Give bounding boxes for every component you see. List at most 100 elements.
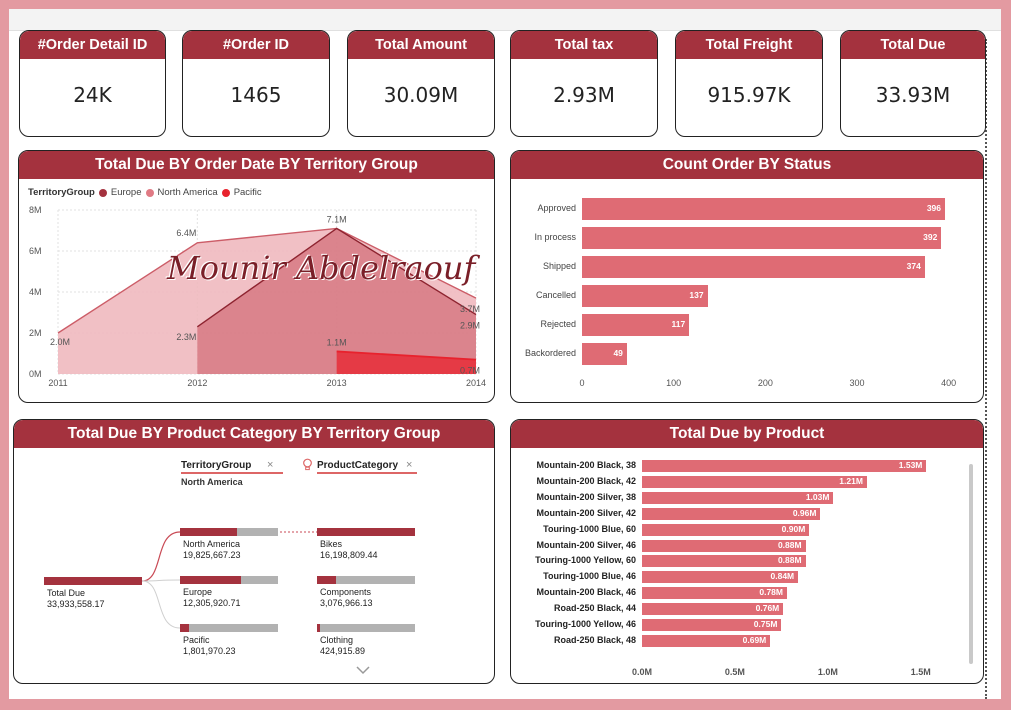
product-bar[interactable] <box>642 603 784 616</box>
territory-node-bar[interactable] <box>180 576 278 584</box>
status-value-label: 396 <box>926 203 941 213</box>
area-data-label: 6.4M <box>176 228 196 238</box>
kpi-card-total-tax[interactable]: Total tax 2.93M <box>510 30 658 137</box>
product-chart-plot[interactable]: Mountain-200 Black, 38 1.53M Mountain-200 … <box>511 448 983 682</box>
product-bar[interactable] <box>642 634 771 647</box>
area-chart-title: Total Due BY Order Date BY Territory Gro… <box>19 151 494 179</box>
product-category-label: Touring-1000 Blue, 60 <box>543 523 636 534</box>
line-series-europe <box>196 227 477 328</box>
area-chart-legend: TerritoryGroup Europe North America Paci… <box>28 187 262 198</box>
product-bar[interactable] <box>642 619 782 631</box>
product-chart-scrollbar[interactable] <box>969 464 973 664</box>
category-node-bar[interactable] <box>317 624 415 632</box>
status-chart-card[interactable]: Count Order BY Status Approved 396 In proc… <box>510 150 984 403</box>
product-x-tick-label: 0.0M <box>631 667 652 677</box>
status-value-label: 49 <box>613 348 623 358</box>
status-chart-title: Count Order BY Status <box>511 151 983 179</box>
product-bar[interactable] <box>642 460 927 472</box>
product-category-label: Touring-1000 Yellow, 60 <box>535 555 636 566</box>
product-category-label: Mountain-200 Black, 46 <box>536 587 636 598</box>
kpi-value: 30.09M <box>383 83 459 107</box>
product-category-label: Road-250 Black, 44 <box>553 603 636 614</box>
kpi-card-order-detail-id[interactable]: #Order Detail ID 24K <box>19 30 166 137</box>
kpi-card-order-id[interactable]: #Order ID 1465 <box>182 30 330 137</box>
area-chart-plot[interactable]: 8M 6M 4M 2M 0M 2011 2012 2013 2014 2.0M 6.4M 7.1M 3.… <box>19 179 493 401</box>
status-bar[interactable] <box>582 198 945 220</box>
kpi-card-total-due[interactable]: Total Due 33.93M <box>840 30 986 137</box>
level-header-product-category[interactable]: ProductCategory <box>317 460 417 474</box>
category-node-name: Components <box>320 587 372 597</box>
territory-node-name: Europe <box>183 587 213 597</box>
status-bar[interactable] <box>582 343 627 365</box>
product-x-tick-label: 1.0M <box>817 667 838 677</box>
kpi-card-total-freight[interactable]: Total Freight 915.97K <box>675 30 823 137</box>
product-value-label: 0.75M <box>753 619 778 629</box>
kpi-title: Total Due <box>841 31 985 59</box>
kpi-value: 33.93M <box>875 83 951 107</box>
product-value-label: 0.78M <box>759 587 783 598</box>
product-bar[interactable] <box>642 507 821 520</box>
level-header-territory-group[interactable]: TerritoryGroup <box>181 460 283 474</box>
status-category-label: Shipped <box>542 261 576 271</box>
product-x-tick-label: 0.5M <box>724 667 745 677</box>
remove-level-territory-button[interactable]: × <box>267 459 274 471</box>
category-node-value: 3,076,966.13 <box>320 598 373 608</box>
status-bar[interactable] <box>582 227 942 249</box>
status-chart-plot[interactable]: Approved 396 In process 392 Shipped 374 Cancel… <box>511 179 983 401</box>
report-canvas: #Order Detail ID 24K #Order ID 1465 Tota… <box>9 9 1001 699</box>
legend-item-north-america[interactable]: North America <box>157 187 218 198</box>
category-node-bar[interactable] <box>317 576 415 584</box>
product-x-tick-label: 1.5M <box>910 667 931 677</box>
y-tick-label: 8M <box>29 205 42 215</box>
x-tick-label: 2011 <box>48 378 67 388</box>
product-value-label: 0.76M <box>755 603 780 614</box>
legend-item-europe[interactable]: Europe <box>110 187 142 198</box>
product-category-label: Mountain-200 Silver, 42 <box>536 507 636 518</box>
legend-dot-europe <box>98 188 107 197</box>
territory-node-bar[interactable] <box>180 624 278 632</box>
product-bar[interactable] <box>642 539 806 552</box>
status-bar[interactable] <box>582 314 690 336</box>
kpi-title: Total Amount <box>348 31 494 59</box>
product-bar[interactable] <box>642 571 799 584</box>
area-series-pacific[interactable] <box>336 351 476 374</box>
category-node-bar[interactable] <box>317 528 415 536</box>
status-value-label: 117 <box>671 319 686 329</box>
remove-level-category-button[interactable]: × <box>406 459 413 471</box>
product-value-label: 1.03M <box>805 491 830 502</box>
status-bar[interactable] <box>582 256 925 278</box>
product-value-label: 0.90M <box>781 523 806 534</box>
territory-node-bar[interactable] <box>180 528 278 536</box>
product-bar[interactable] <box>642 555 806 568</box>
product-bar[interactable] <box>642 523 810 536</box>
territory-node-fill <box>180 624 189 632</box>
product-value-label: 0.88M <box>777 555 802 566</box>
product-chart-title: Total Due by Product <box>511 420 983 448</box>
area-chart-card[interactable]: Total Due BY Order Date BY Territory Gro… <box>18 150 495 403</box>
product-bar[interactable] <box>642 491 834 504</box>
kpi-card-total-amount[interactable]: Total Amount 30.09M <box>347 30 495 137</box>
level-selected-north-america: North America <box>181 477 243 487</box>
node-bar-total-due[interactable] <box>44 577 142 585</box>
decomposition-tree-card[interactable]: Total Due BY Product Category BY Territo… <box>13 419 495 684</box>
product-chart-card[interactable]: Total Due by Product Mountain-200 Black,… <box>510 419 984 684</box>
area-data-label: 2.3M <box>176 332 196 342</box>
status-category-label: Approved <box>537 203 576 213</box>
product-bar[interactable] <box>642 475 867 488</box>
product-bar[interactable] <box>642 587 787 600</box>
kpi-value: 24K <box>73 83 112 107</box>
category-node-fill <box>317 624 320 632</box>
legend-title: TerritoryGroup <box>28 187 95 198</box>
status-bar[interactable] <box>582 285 708 307</box>
kpi-value: 1465 <box>230 83 282 107</box>
y-tick-label: 6M <box>29 246 42 256</box>
area-data-label: 1.1M <box>327 337 347 347</box>
category-node-fill <box>317 576 336 584</box>
product-category-label: Road-250 Black, 48 <box>553 634 636 645</box>
page-border-dotted <box>985 39 987 699</box>
legend-item-pacific[interactable]: Pacific <box>233 187 262 198</box>
chevron-down-icon[interactable] <box>356 662 370 680</box>
product-category-label: Mountain-200 Silver, 46 <box>536 539 636 550</box>
territory-node-value: 12,305,920.71 <box>183 598 241 608</box>
area-series-europe[interactable] <box>197 228 477 374</box>
